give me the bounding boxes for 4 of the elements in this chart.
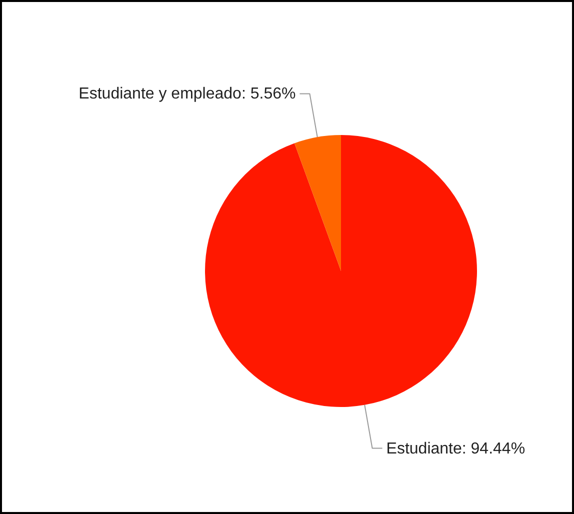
slice-label: Estudiante: 94.44% — [386, 440, 526, 458]
pie-slice — [205, 135, 477, 407]
slice-label: Estudiante y empleado: 5.56% — [78, 86, 296, 103]
pie-slice — [294, 135, 341, 271]
